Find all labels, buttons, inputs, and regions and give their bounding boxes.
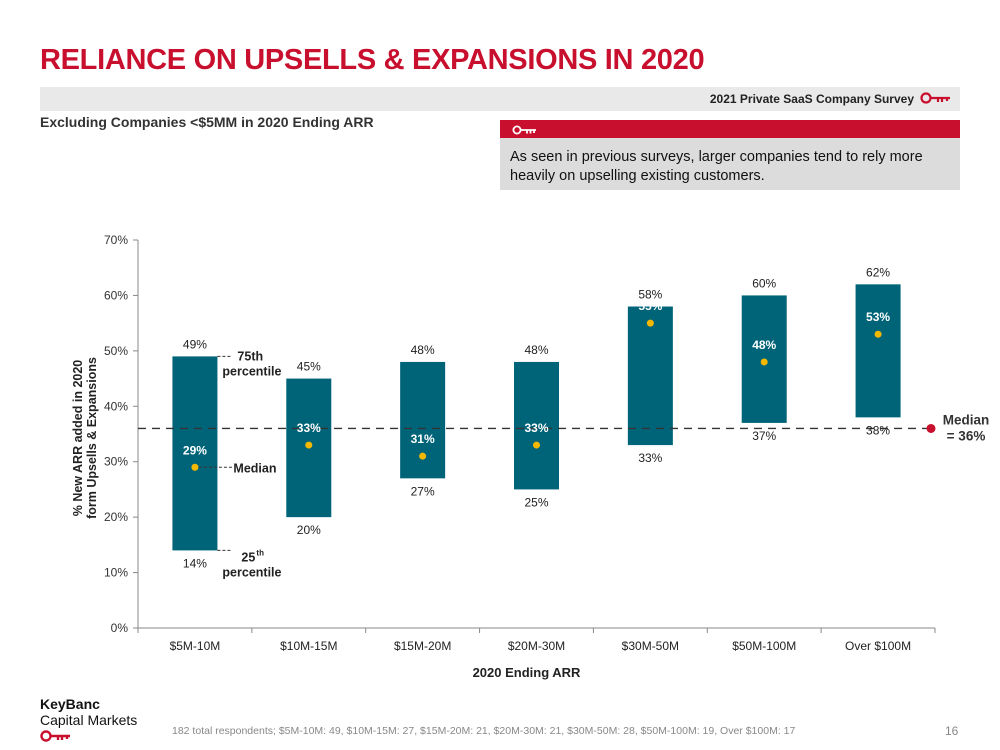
overall-median-value: = 36% (947, 428, 986, 443)
p25-label: 38% (866, 423, 890, 437)
p75-label: 48% (524, 343, 548, 357)
p25-annotation-sup: th (256, 548, 264, 557)
median-label: 48% (752, 338, 776, 352)
page-title: RELIANCE ON UPSELLS & EXPANSIONS IN 2020 (40, 44, 705, 76)
p75-label: 49% (183, 337, 207, 351)
range-bar (855, 284, 901, 418)
p75-annotation-line2: percentile (222, 364, 281, 378)
range-chart: 0% 10% 20% 30% 40% 50% 60% 70% $5M-10M $10M-15M $1… (71, 233, 990, 680)
overall-median-marker (926, 423, 936, 433)
range-bar (400, 361, 446, 479)
p75-label: 58% (638, 288, 662, 302)
y-axis-title: % New ARR added in 2020 form Upsells & Ex… (71, 357, 99, 519)
p75-label: 60% (752, 276, 776, 290)
median-label: 33% (297, 421, 321, 435)
callout-header (500, 120, 960, 138)
p25-label: 14% (183, 556, 207, 570)
median-point (646, 319, 654, 327)
key-icon (512, 123, 538, 141)
median-annotation: Median (233, 461, 276, 475)
key-icon (920, 91, 954, 110)
range-bar (172, 356, 218, 551)
callout-text: As seen in previous surveys, larger comp… (510, 149, 923, 184)
median-point (419, 452, 427, 460)
y-axis-title-line1: % New ARR added in 2020 (71, 360, 85, 517)
range-bar (627, 306, 673, 446)
survey-label: 2021 Private SaaS Company Survey (709, 92, 914, 106)
p25-label: 27% (411, 484, 435, 498)
p25-label: 33% (638, 451, 662, 465)
median-label: 29% (183, 443, 207, 457)
median-label: 55% (638, 299, 662, 313)
median-point (533, 441, 540, 449)
p75-label: 45% (297, 360, 321, 374)
p75-annotation: 75th (237, 349, 263, 363)
median-point (305, 441, 313, 449)
range-bar (514, 361, 559, 490)
x-tick-label: $10M-15M (280, 639, 337, 653)
chart-subtitle: Excluding Companies <$5MM in 2020 Ending… (40, 114, 374, 130)
p25-label: 37% (752, 429, 776, 443)
page-number: 16 (945, 724, 959, 738)
y-tick-label: 40% (104, 399, 128, 413)
median-point (760, 358, 768, 366)
y-tick-label: 50% (104, 344, 128, 358)
median-label: 33% (524, 421, 548, 435)
y-tick-label: 20% (104, 510, 128, 524)
y-tick-label: 0% (111, 621, 129, 635)
median-label: 53% (866, 310, 890, 324)
y-axis-title-line2: form Upsells & Expansions (85, 357, 99, 519)
median-label: 31% (411, 432, 435, 446)
overall-median-label: Median (943, 412, 990, 427)
x-tick-label: $15M-20M (394, 639, 451, 653)
key-icon (40, 729, 74, 748)
p75-label: 48% (411, 343, 435, 357)
p25-label: 20% (297, 523, 321, 537)
p25-annotation-line2: percentile (222, 565, 281, 579)
y-tick-label: 30% (104, 455, 128, 469)
x-tick-label: $5M-10M (170, 639, 221, 653)
callout-box: As seen in previous surveys, larger comp… (500, 138, 960, 190)
footnote: 182 total respondents; $5M-10M: 49, $10M… (172, 725, 796, 737)
x-tick-label: $20M-30M (508, 639, 565, 653)
y-tick-label: 10% (104, 566, 128, 580)
p75-label: 62% (866, 265, 890, 279)
y-tick-label: 60% (104, 288, 128, 302)
x-tick-label: $30M-50M (622, 639, 679, 653)
p25-annotation-num: 25 (241, 550, 255, 564)
median-point (191, 463, 199, 471)
logo-line2: Capital Markets (40, 712, 138, 728)
x-tick-label: Over $100M (845, 639, 911, 653)
x-axis-title: 2020 Ending ARR (473, 665, 581, 680)
median-point (874, 330, 882, 338)
logo-line1: KeyBanc (40, 696, 100, 712)
y-tick-label: 70% (104, 233, 128, 247)
x-tick-label: $50M-100M (732, 639, 796, 653)
p25-label: 25% (524, 495, 548, 509)
survey-banner: 2021 Private SaaS Company Survey (40, 87, 960, 111)
